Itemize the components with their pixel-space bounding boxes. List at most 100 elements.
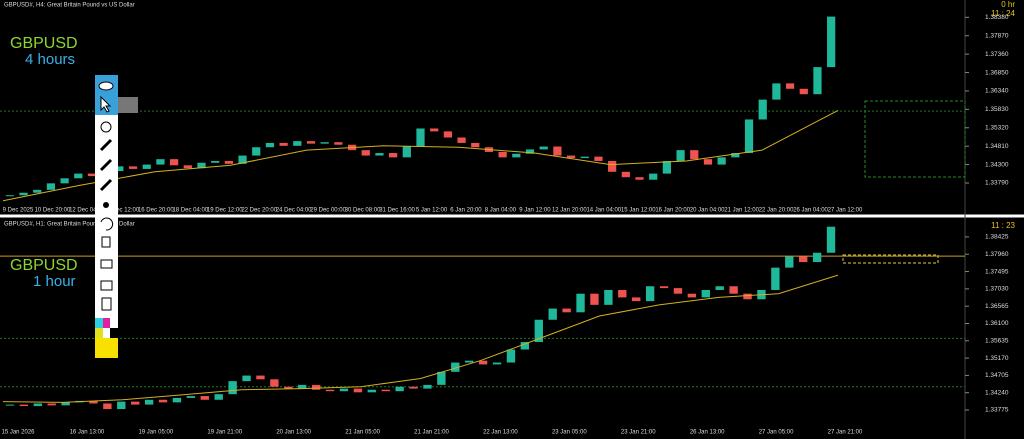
candle <box>604 289 613 305</box>
candle <box>827 16 836 68</box>
price-label: 1.36340 <box>985 88 1009 95</box>
price-label: 1.37030 <box>985 286 1009 293</box>
candle <box>33 189 42 193</box>
price-label: 1.35320 <box>985 124 1009 131</box>
tool-undo[interactable] <box>100 217 114 231</box>
time-label: 9 Jan 12:00 <box>519 208 551 214</box>
candle <box>87 173 97 177</box>
time-label: 8 Jan 04:00 <box>485 208 517 214</box>
tool-cart[interactable] <box>100 259 113 269</box>
tool-dot[interactable] <box>103 202 109 208</box>
candle <box>744 119 754 154</box>
candle <box>785 256 794 268</box>
time-label: 24 Dec 04:00 <box>276 208 312 214</box>
color-swatch[interactable] <box>103 318 110 328</box>
time-label: 30 Dec 08:00 <box>345 208 381 214</box>
time-label: 22 Dec 20:00 <box>241 208 277 214</box>
color-swatch[interactable] <box>95 318 103 328</box>
time-label: 15 Jan 2026 <box>1 430 35 436</box>
time-label: 18 Dec 04:00 <box>172 208 208 214</box>
tool-circle[interactable] <box>100 121 112 133</box>
candle <box>553 146 562 156</box>
candle <box>731 153 740 158</box>
tool-clipboard[interactable] <box>101 297 112 311</box>
candle <box>197 162 206 169</box>
candle <box>457 137 466 143</box>
candle <box>89 400 98 404</box>
timeframe-label: 1 hour <box>33 273 76 290</box>
price-label: 1.34705 <box>985 372 1009 379</box>
time-label: 27 Jan 05:00 <box>759 430 794 436</box>
candle <box>214 394 223 400</box>
color-swatch[interactable] <box>110 328 118 338</box>
candle <box>826 226 836 253</box>
candle <box>270 379 279 387</box>
candle <box>534 319 543 343</box>
candle <box>389 153 398 158</box>
color-swatch[interactable] <box>95 338 118 358</box>
time-label: 12 Dec 04:00 <box>69 208 105 214</box>
candle <box>325 389 335 392</box>
time-label: 19 Dec 12:00 <box>207 208 243 214</box>
candle <box>632 297 641 302</box>
candle <box>539 146 548 150</box>
candle <box>562 308 571 313</box>
tool-pen[interactable] <box>99 138 113 192</box>
candle <box>673 288 683 294</box>
candle <box>451 362 460 372</box>
time-label: 16 Jan 13:00 <box>70 430 105 436</box>
time-label: 5 Jan 12:00 <box>416 208 448 214</box>
time-label: 21 Jan 12:00 <box>724 208 759 214</box>
candle <box>771 267 780 290</box>
time-label: 20 Jan 04:00 <box>690 208 725 214</box>
candle <box>186 396 196 398</box>
candle <box>478 360 488 365</box>
price-label: 1.35830 <box>985 106 1009 113</box>
candle <box>576 293 585 313</box>
color-swatch[interactable] <box>95 328 103 338</box>
toolbar-bg <box>95 75 118 358</box>
candle <box>170 159 179 166</box>
tool-camera[interactable] <box>100 280 113 291</box>
candle <box>548 308 557 320</box>
price-label: 1.37360 <box>985 51 1009 58</box>
price-label: 1.37495 <box>985 268 1009 275</box>
candle <box>256 375 265 380</box>
candle <box>498 151 507 158</box>
toolbar <box>95 75 138 358</box>
price-label: 1.34300 <box>985 161 1009 168</box>
tool-cursor[interactable] <box>100 95 112 113</box>
candle <box>238 155 247 164</box>
candle <box>61 402 70 406</box>
candle <box>334 142 343 145</box>
time-label: 27 Jan 21:00 <box>828 430 863 436</box>
candle <box>717 157 726 165</box>
tool-rotate[interactable] <box>118 97 138 113</box>
time-label: 6 Jan 20:00 <box>450 208 482 214</box>
candle <box>416 128 425 147</box>
candle <box>128 166 138 169</box>
candle <box>520 342 530 350</box>
tool-eye[interactable] <box>98 81 114 91</box>
candle <box>662 160 671 174</box>
panel-title: GBPUSD#, H1: Great Britain Pound vs US D… <box>4 222 135 228</box>
symbol-label: GBPUSD <box>10 35 78 52</box>
price-label: 1.35170 <box>985 355 1009 362</box>
candle <box>618 289 627 298</box>
tool-trash[interactable] <box>101 236 111 248</box>
candle <box>430 128 439 132</box>
candle <box>265 142 275 148</box>
bar-timer: 11 : 23 <box>991 221 1015 230</box>
candle <box>142 164 151 169</box>
candle <box>298 384 307 389</box>
candle <box>580 156 589 159</box>
candle <box>506 349 516 363</box>
price-label: 1.34240 <box>985 389 1009 396</box>
time-label: 12 Jan 20:00 <box>552 208 587 214</box>
candle <box>172 397 182 403</box>
price-label: 1.37870 <box>985 32 1009 39</box>
candle <box>471 142 480 148</box>
price-label: 1.34810 <box>985 143 1009 150</box>
candle <box>813 67 822 95</box>
